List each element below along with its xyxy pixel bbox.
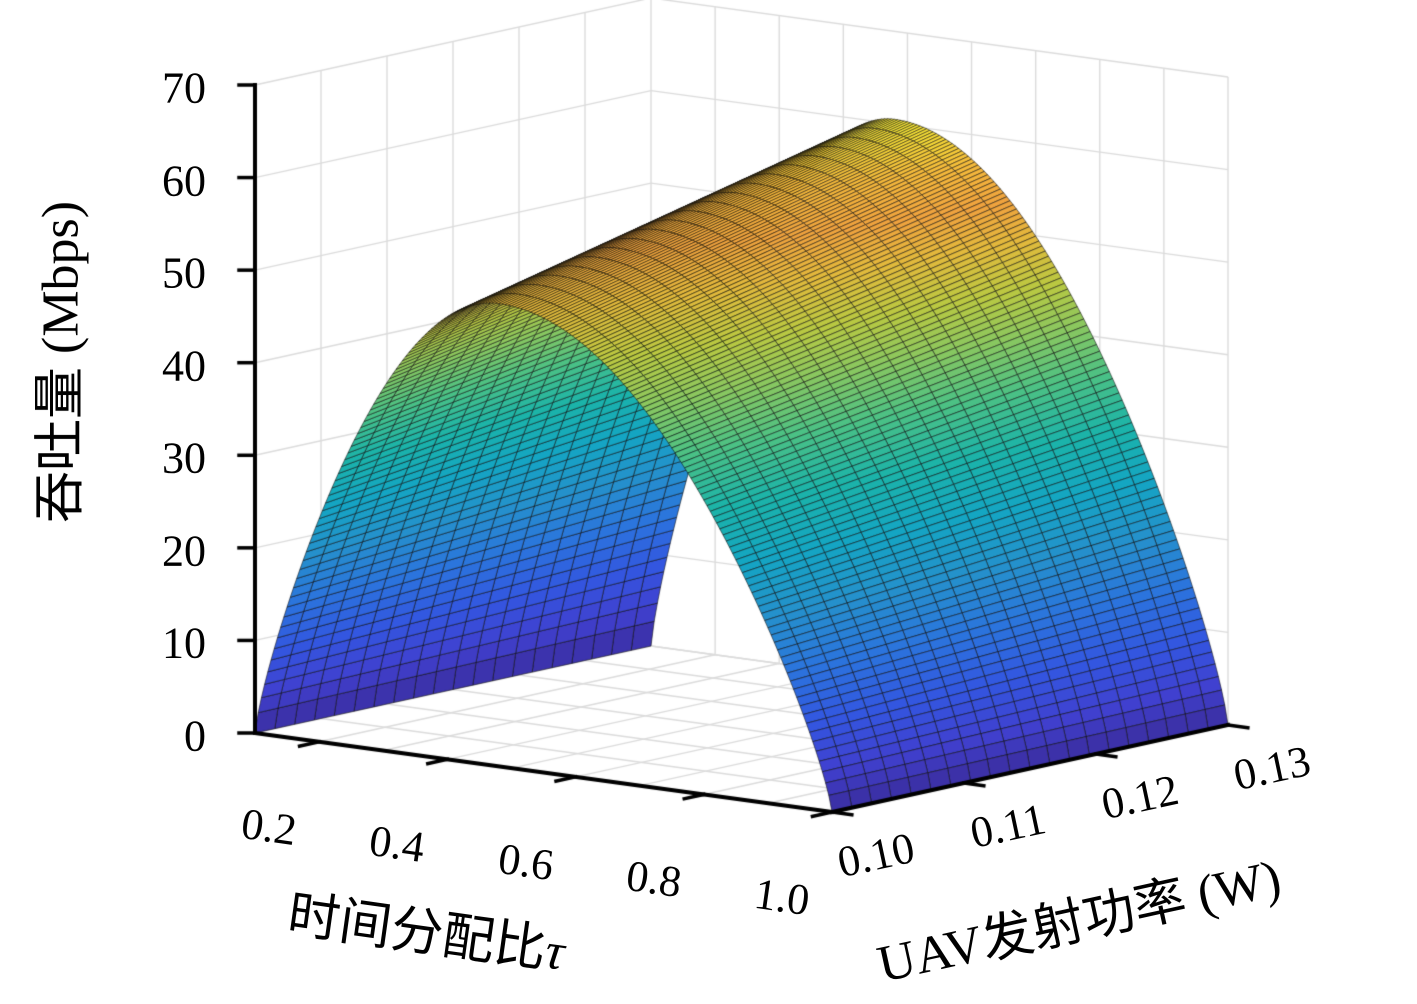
z-axis-label: 吞吐量 (Mbps) bbox=[32, 200, 90, 524]
z-tick-label: 0 bbox=[184, 711, 206, 761]
x-tick-label: 1.0 bbox=[751, 868, 813, 926]
z-tick-label: 40 bbox=[162, 341, 206, 391]
x-tick-label: 0.8 bbox=[623, 851, 685, 908]
z-tick-label: 20 bbox=[162, 526, 206, 576]
z-tick-label: 10 bbox=[162, 618, 206, 668]
z-tick-label: 60 bbox=[162, 156, 206, 206]
x-tick-label: 0.6 bbox=[494, 833, 557, 890]
x-tick-label: 0.4 bbox=[366, 816, 428, 873]
z-tick-label: 70 bbox=[162, 63, 206, 113]
x-tick-label: 0.2 bbox=[238, 798, 300, 855]
z-tick-label: 50 bbox=[162, 248, 206, 298]
z-tick-label: 30 bbox=[162, 433, 206, 483]
